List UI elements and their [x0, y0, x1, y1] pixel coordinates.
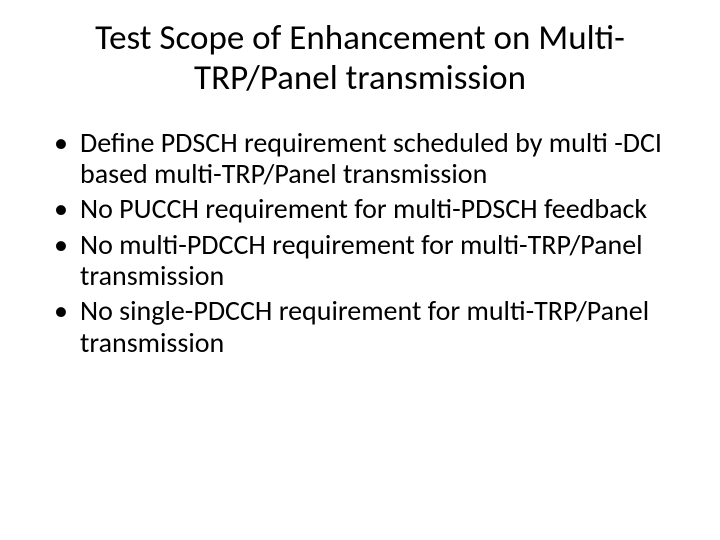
list-item: No single-PDCCH requirement for multi-TR… — [50, 295, 680, 358]
bullet-list: Define PDSCH requirement scheduled by mu… — [50, 127, 680, 359]
slide-title: Test Scope of Enhancement on Multi-TRP/P… — [40, 18, 680, 99]
list-item: Define PDSCH requirement scheduled by mu… — [50, 127, 680, 190]
slide: Test Scope of Enhancement on Multi-TRP/P… — [0, 0, 720, 540]
list-item: No multi-PDCCH requirement for multi-TRP… — [50, 229, 680, 292]
list-item: No PUCCH requirement for multi-PDSCH fee… — [50, 193, 680, 224]
